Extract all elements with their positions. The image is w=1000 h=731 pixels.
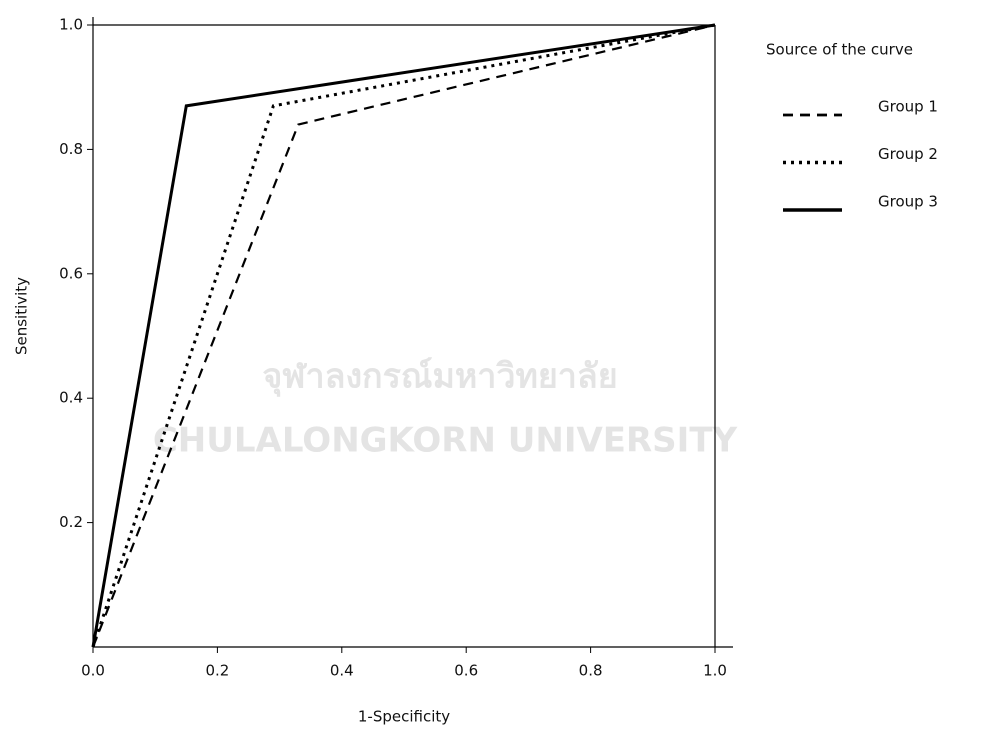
y-tick-label: 0.8 [59,140,83,158]
watermark: จุฬาลงกรณ์มหาวิทยาลัย [262,357,617,398]
x-axis-label: 1-Specificity [358,708,450,726]
chart: จุฬาลงกรณ์มหาวิทยาลัย Chulalongkorn Univ… [0,0,1000,731]
y-tick-label: 0.2 [59,513,83,531]
x-tick-label: 0.8 [579,662,603,680]
roc-curve [93,25,715,647]
legend-label: Group 3 [878,193,938,211]
roc-curve [93,25,715,647]
x-tick-label: 0.0 [81,662,105,680]
x-tick-label: 0.4 [330,662,354,680]
roc-curve [93,25,715,647]
y-axis-label: Sensitivity [13,277,31,355]
legend-label: Group 1 [878,98,938,116]
y-tick-label: 0.4 [59,389,83,407]
legend-label: Group 2 [878,145,938,163]
y-tick-label: 0.6 [59,264,83,282]
x-tick-label: 0.2 [205,662,229,680]
y-tick-label: 1.0 [59,16,83,34]
x-tick-label: 1.0 [703,662,727,680]
x-tick-label: 0.6 [454,662,478,680]
watermark: Chulalongkorn University [153,421,738,461]
legend-title: Source of the curve [766,41,913,59]
